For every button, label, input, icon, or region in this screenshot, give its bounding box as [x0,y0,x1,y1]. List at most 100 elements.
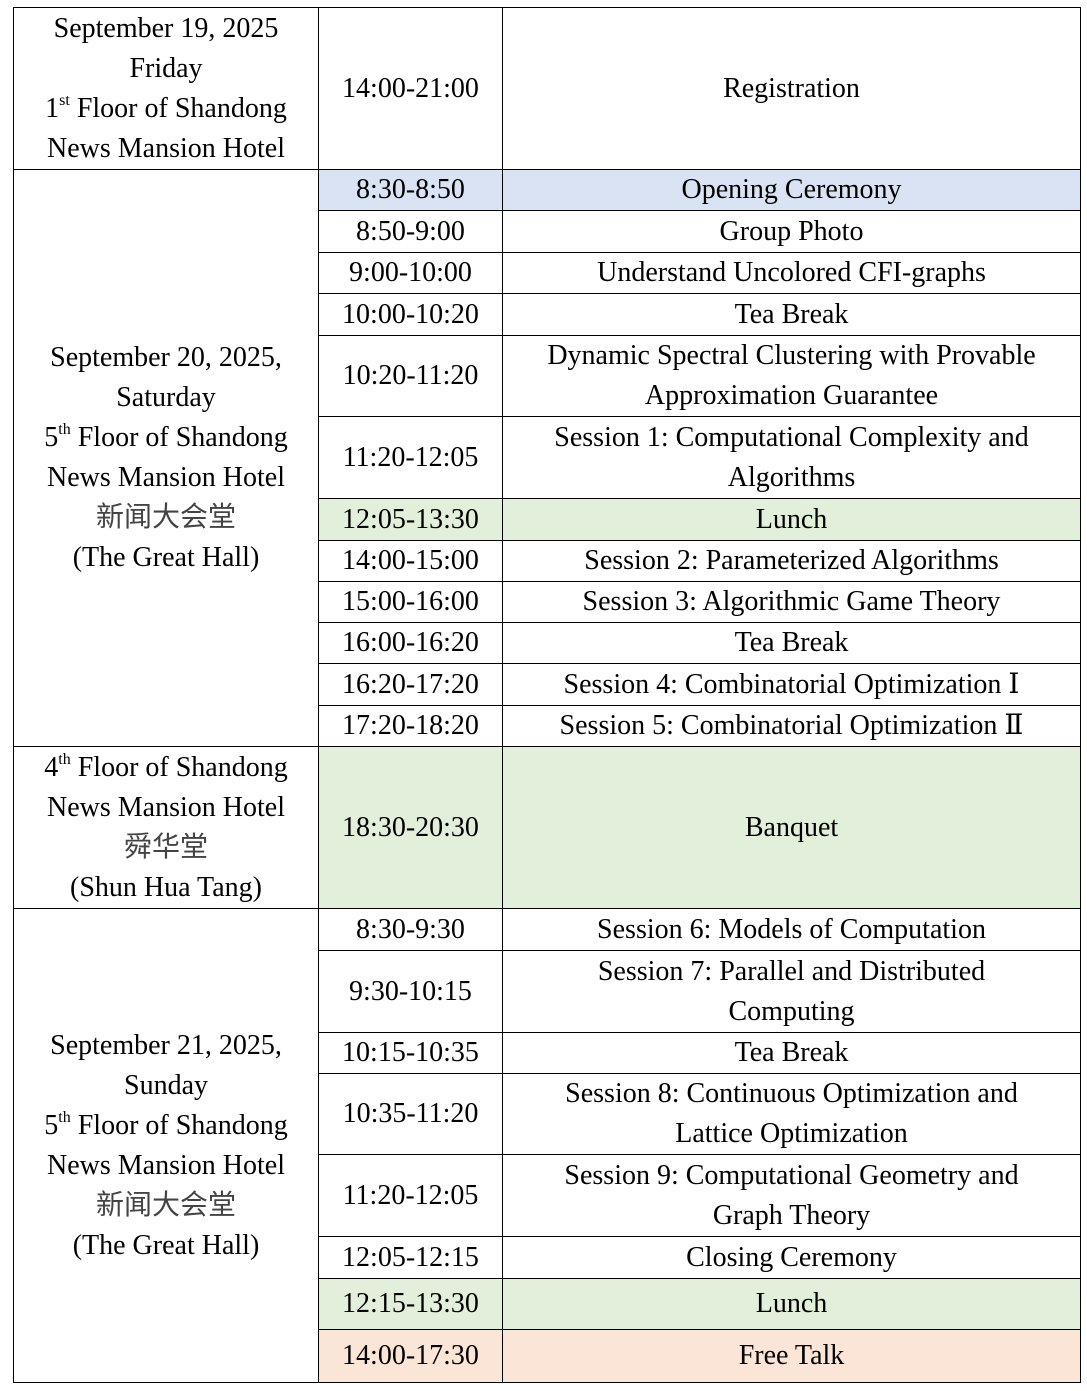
session-time: 14:00-21:00 [342,72,479,104]
session-time: 10:35-11:20 [342,1098,479,1129]
session-time-cell: 9:00-10:00 [318,252,503,294]
location-line: News Mansion Hotel [47,129,285,169]
location-line: 新闻大会堂 [96,1186,236,1226]
location-text: 新闻大会堂 [95,1189,236,1221]
session-time: 11:20-12:05 [342,1179,479,1211]
session-time-cell: 12:05-12:15 [318,1236,503,1279]
day-location-cell: September 20, 2025, Saturday 5th Floor of … [13,169,319,747]
session-event-cell: Understand Uncolored CFI-graphs [502,252,1081,294]
session-time-cell: 8:30-9:30 [318,908,503,951]
location-text: Floor of Shandong [70,751,288,783]
location-line: Saturday [116,378,216,418]
session-event-cell: Session 4: Combinatorial Optimization Ⅰ [502,663,1081,706]
session-time-cell: 12:15-13:30 [318,1278,503,1330]
session-time: 8:30-9:30 [356,913,465,945]
session-event: Banquet [744,811,839,843]
location-text: News Mansion Hotel [47,791,285,823]
location-line: September 21, 2025, [50,1026,282,1066]
session-time-cell: 17:20-18:20 [318,705,503,747]
session-time: 12:05-12:15 [342,1241,479,1273]
session-event-cell: Session 6: Models of Computation [502,908,1081,951]
session-time: 10:15-10:35 [342,1037,479,1068]
location-line: September 20, 2025, [50,338,282,378]
session-event: Session 6: Models of Computation [597,913,986,945]
session-time-cell: 16:00-16:20 [318,622,503,664]
session-time: 16:00-16:20 [342,627,479,658]
location-line: News Mansion Hotel [47,458,285,498]
session-event-cell: Dynamic Spectral Clustering with Provabl… [502,335,1081,417]
location-text: News Mansion Hotel [47,1149,285,1181]
session-time: 9:00-10:00 [349,257,472,288]
location-line: 新闻大会堂 [96,498,236,538]
session-time: 8:30-8:50 [356,174,465,205]
session-event: Session 4: Combinatorial Optimization Ⅰ [563,668,1020,700]
session-event: Understand Uncolored CFI-graphs [597,257,986,288]
location-line: 1st Floor of Shandong [45,89,287,129]
session-time-cell: 10:35-11:20 [318,1073,503,1155]
session-event-cell: Lunch [502,498,1081,541]
session-event: Session 2: Parameterized Algorithms [584,545,999,576]
location-text: September 21, 2025, [50,1029,282,1061]
floor-number: 5 [44,422,59,453]
location-line: 舜华堂 [124,828,208,868]
session-time: 14:00-15:00 [342,545,479,576]
location-text: Friday [129,52,203,84]
session-event: Closing Ceremony [686,1241,897,1273]
session-event: Tea Break [734,1037,849,1068]
location-text: 新闻大会堂 [95,502,236,533]
location-text: Saturday [116,382,216,413]
session-event: Tea Break [734,298,849,330]
session-event-cell: Opening Ceremony [502,169,1081,211]
session-event-cell: Session 2: Parameterized Algorithms [502,540,1081,582]
location-text: Floor of Shandong [69,92,287,124]
session-event: Opening Ceremony [681,174,902,205]
day-location-cell: September 19, 2025 Friday 1st Floor of Sha… [13,7,319,170]
session-event: Session 7: Parallel and Distributed Comp… [597,955,986,1027]
ordinal-suffix: th [58,750,71,768]
ordinal-suffix: th [58,1108,71,1126]
day-location-cell: September 21, 2025, Sunday 5th Floor of Sh… [13,908,319,1383]
session-event-cell: Tea Break [502,622,1081,664]
session-time: 15:00-16:00 [342,586,479,617]
session-event: Tea Break [734,627,849,658]
location-line: (Shun Hua Tang) [70,868,262,908]
location-text: Sunday [124,1069,208,1101]
session-time-cell: 16:20-17:20 [318,663,503,706]
location-text: Floor of Shandong [70,422,288,453]
location-text: 舜华堂 [123,831,208,863]
session-time-cell: 8:50-9:00 [318,210,503,253]
location-text: (The Great Hall) [72,542,260,573]
location-text: News Mansion Hotel [47,462,285,493]
session-time-cell: 11:20-12:05 [318,416,503,499]
session-time: 14:00-17:30 [342,1340,479,1371]
location-line: 5th Floor of Shandong [44,418,287,458]
location-line: 5th Floor of Shandong [44,1106,287,1146]
session-time: 10:00-10:20 [342,298,479,330]
session-event-cell: Banquet [502,746,1081,909]
session-event: Dynamic Spectral Clustering with Provabl… [547,340,1036,411]
session-event: Registration [723,72,860,104]
session-time-cell: 10:15-10:35 [318,1032,503,1074]
session-time-cell: 9:30-10:15 [318,950,503,1033]
session-time: 9:30-10:15 [349,975,472,1007]
session-time: 12:15-13:30 [342,1288,479,1319]
location-text: (Shun Hua Tang) [70,871,262,903]
ordinal-suffix: th [58,421,71,438]
session-event-cell: Registration [502,7,1081,170]
session-event: Session 5: Combinatorial Optimization Ⅱ [559,710,1024,741]
day-location-cell: 4th Floor of Shandong News Mansion Hotel 舜… [13,746,319,909]
floor-number: 1 [45,92,60,124]
session-time-cell: 12:05-13:30 [318,498,503,541]
location-line: (The Great Hall) [73,1226,260,1266]
session-time-cell: 10:20-11:20 [318,335,503,417]
location-line: News Mansion Hotel [47,1146,285,1186]
session-time: 18:30-20:30 [342,811,479,843]
session-time: 12:05-13:30 [342,503,479,535]
session-event: Session 9: Computational Geometry and Gr… [564,1159,1019,1231]
session-time-cell: 11:20-12:05 [318,1154,503,1237]
location-text: News Mansion Hotel [47,132,285,164]
session-event-cell: Tea Break [502,293,1081,336]
session-time: 11:20-12:05 [342,441,479,473]
session-event: Session 3: Algorithmic Game Theory [582,586,1001,617]
